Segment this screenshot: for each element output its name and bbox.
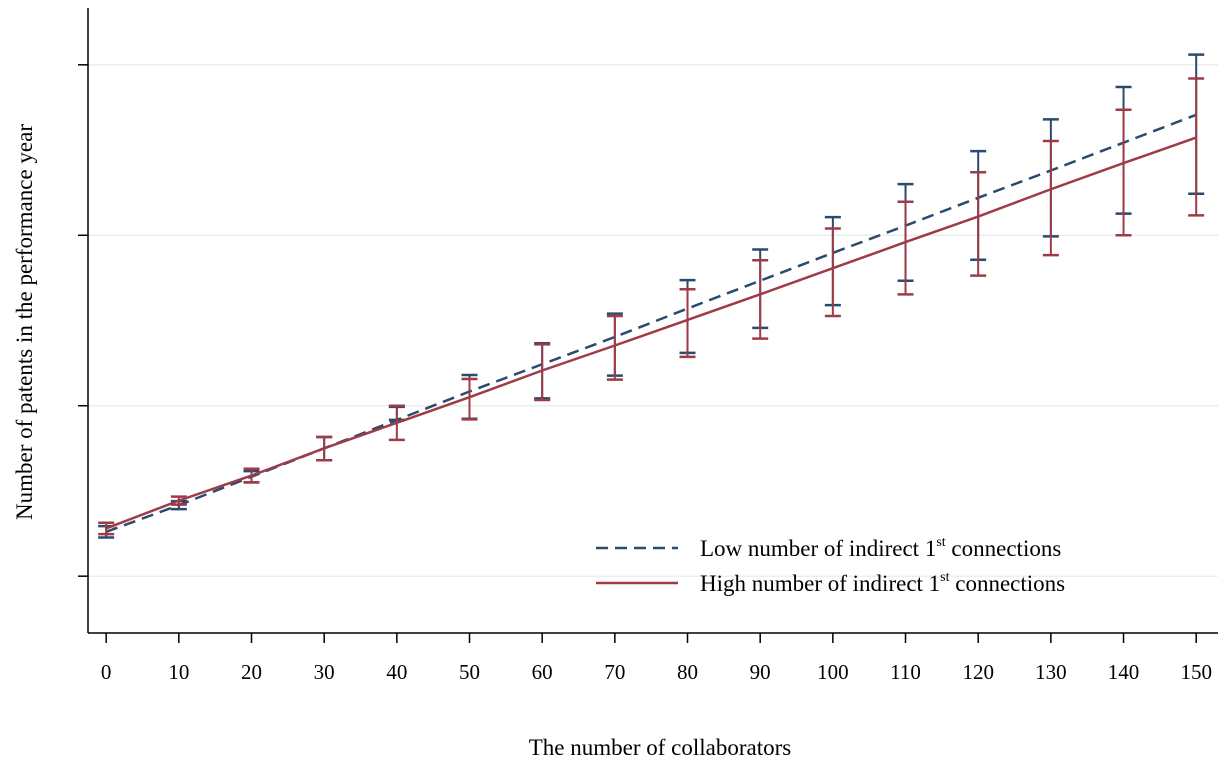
legend-label: Low number of indirect 1st connections xyxy=(700,535,1061,561)
error-bar xyxy=(752,259,769,340)
x-tick-label: 30 xyxy=(314,660,335,684)
series-line xyxy=(105,136,1197,530)
legend-entry: High number of indirect 1st connections xyxy=(596,570,1065,596)
x-tick-label: 10 xyxy=(168,660,189,684)
error-bar xyxy=(534,343,551,402)
x-tick-label: 0 xyxy=(101,660,112,684)
x-tick-label: 80 xyxy=(677,660,698,684)
series-2 xyxy=(98,77,1205,536)
y-axis-label: Number of patents in the performance yea… xyxy=(12,124,37,520)
x-tick-label: 70 xyxy=(604,660,625,684)
x-tick-label: 130 xyxy=(1035,660,1067,684)
error-bar xyxy=(897,200,914,296)
error-bar xyxy=(1188,77,1205,217)
x-axis-label: The number of collaborators xyxy=(529,735,792,760)
error-bar xyxy=(606,314,623,381)
grid-lines xyxy=(88,64,1218,577)
x-tick-label: 120 xyxy=(962,660,994,684)
x-tick-label: 150 xyxy=(1180,660,1212,684)
x-tick-label: 60 xyxy=(532,660,553,684)
x-tick-label: 100 xyxy=(817,660,849,684)
error-bar xyxy=(824,227,841,318)
error-bar xyxy=(1115,108,1132,237)
x-tick-label: 50 xyxy=(459,660,480,684)
series xyxy=(98,53,1205,539)
x-ticks: 0 10 20 30 40 50 60 70 80 90 100 110 120 130 140 150 xyxy=(101,633,1212,684)
x-tick-label: 20 xyxy=(241,660,262,684)
x-tick-label: 90 xyxy=(750,660,771,684)
x-tick-label: 140 xyxy=(1108,660,1140,684)
legend-label: High number of indirect 1st connections xyxy=(700,570,1065,596)
x-tick-label: 40 xyxy=(386,660,407,684)
error-bar xyxy=(1042,139,1059,257)
series-1 xyxy=(98,53,1205,539)
axes xyxy=(87,8,1218,634)
legend-entry: Low number of indirect 1st connections xyxy=(596,535,1061,561)
error-bar xyxy=(679,288,696,359)
error-bar xyxy=(461,377,478,421)
error-bar xyxy=(970,170,987,277)
x-tick-label: 110 xyxy=(890,660,921,684)
legend: Low number of indirect 1st connections Hi… xyxy=(596,535,1065,596)
y-ticks xyxy=(78,64,88,577)
